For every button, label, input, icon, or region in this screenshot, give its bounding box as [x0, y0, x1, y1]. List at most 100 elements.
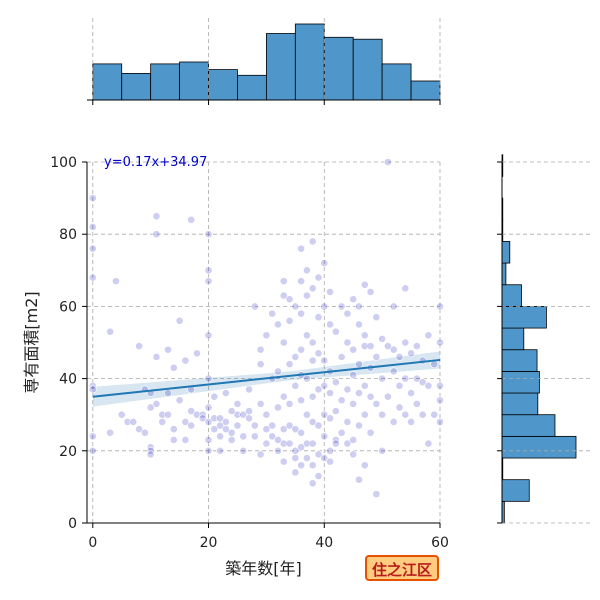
data-point [303, 374, 311, 383]
data-point [164, 345, 172, 354]
data-point [88, 194, 97, 202]
data-point [424, 381, 433, 390]
data-point [245, 385, 253, 394]
data-point [250, 432, 259, 441]
data-point [308, 392, 317, 401]
data-point [204, 331, 213, 340]
data-point [274, 403, 282, 412]
data-point [407, 389, 415, 397]
data-point [268, 309, 277, 318]
right-histogram-bar [501, 370, 540, 394]
data-point [285, 295, 294, 304]
data-point [221, 425, 230, 434]
data-point [355, 320, 363, 329]
data-point [395, 403, 404, 412]
data-point [326, 446, 334, 455]
data-point [88, 273, 97, 282]
y-tick-label: 80 [59, 227, 77, 243]
data-point [297, 244, 306, 253]
data-point [372, 399, 381, 408]
data-point [349, 345, 358, 354]
data-point [268, 432, 277, 441]
data-point [106, 428, 115, 437]
data-point [279, 291, 288, 300]
data-point [140, 428, 149, 437]
data-point [308, 356, 317, 365]
data-point [262, 331, 271, 340]
data-point [164, 389, 172, 397]
data-point [418, 410, 427, 419]
data-point [407, 349, 415, 358]
top-histogram-bar [121, 73, 152, 101]
data-point [169, 425, 178, 434]
data-point [106, 327, 115, 336]
y-tick-label: 20 [59, 444, 77, 460]
data-point [424, 439, 433, 448]
data-point [291, 381, 300, 390]
data-point [268, 421, 277, 430]
data-point [250, 302, 259, 311]
data-point [436, 381, 444, 390]
data-point [384, 158, 392, 166]
right-histogram-bar [501, 414, 556, 437]
data-point [291, 468, 300, 477]
data-point [303, 454, 311, 462]
data-point [389, 345, 398, 354]
data-point [135, 425, 143, 434]
data-point [233, 399, 242, 408]
data-point [401, 410, 410, 419]
data-point [274, 446, 282, 455]
data-point [303, 291, 311, 300]
data-point [250, 421, 259, 430]
data-point [401, 284, 410, 293]
data-point [233, 410, 242, 419]
data-point [360, 331, 369, 340]
data-point [320, 432, 329, 441]
data-point [320, 381, 329, 390]
data-point [239, 446, 248, 455]
data-point [204, 277, 213, 286]
data-point [227, 436, 236, 444]
data-point [436, 396, 444, 405]
data-point [320, 302, 329, 311]
data-point [401, 338, 410, 347]
data-point [401, 374, 410, 383]
data-point [291, 454, 300, 462]
data-point [216, 432, 224, 441]
data-point [285, 439, 294, 448]
data-point [88, 244, 97, 253]
data-point [378, 410, 387, 419]
data-point [436, 338, 444, 347]
data-point [204, 230, 213, 239]
data-point [349, 295, 358, 304]
data-point [337, 396, 346, 405]
data-point [175, 316, 184, 325]
data-point [239, 410, 248, 419]
data-point [412, 399, 421, 408]
top-histogram-bar [208, 69, 238, 101]
data-point [279, 457, 288, 466]
data-point [389, 418, 398, 426]
y-tick-label: 60 [59, 299, 77, 315]
data-point [279, 277, 288, 286]
data-point [187, 407, 196, 415]
data-point [314, 450, 323, 459]
data-point [430, 410, 439, 419]
right-histogram-bar [501, 435, 577, 459]
data-point [360, 381, 369, 390]
data-point [331, 327, 340, 336]
top-histogram-bar [150, 63, 180, 101]
data-point [372, 313, 381, 322]
data-point [412, 374, 421, 383]
data-point [424, 331, 433, 340]
top-histogram-bar [237, 74, 267, 101]
regression-line [92, 358, 441, 398]
data-point [279, 425, 288, 434]
data-point [285, 421, 294, 430]
data-point [285, 360, 294, 369]
right-histogram-bar [501, 392, 539, 416]
data-point [262, 410, 271, 419]
data-point [239, 432, 248, 441]
data-point [384, 342, 392, 351]
